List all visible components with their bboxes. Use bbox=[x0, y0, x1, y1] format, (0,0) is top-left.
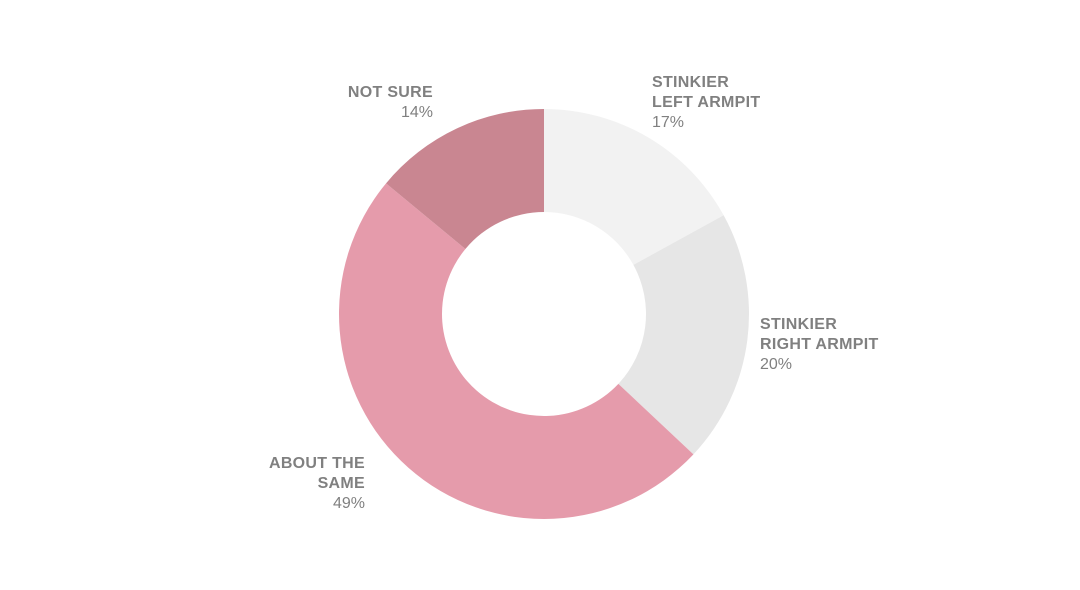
label-percent: 14% bbox=[400, 104, 433, 121]
label-category: NOT SURE bbox=[347, 84, 433, 101]
label-percent: 17% bbox=[652, 114, 685, 131]
pie-slice-stinkier-right-armpit bbox=[618, 215, 750, 455]
label-category: LEFT ARMPIT bbox=[652, 94, 761, 111]
label-about-the-same: ABOUT THE SAME 49% bbox=[269, 454, 365, 514]
pie-slice-stinkier-left-armpit bbox=[544, 109, 724, 265]
label-category: ABOUT THE bbox=[268, 455, 365, 472]
label-not-sure: NOT SURE 14% bbox=[348, 83, 433, 123]
pie-slice-about-the-same bbox=[338, 183, 694, 520]
label-stinkier-left-armpit: STINKIER LEFT ARMPIT 17% bbox=[652, 73, 760, 133]
label-percent: 49% bbox=[332, 495, 365, 512]
pie-slice-not-sure bbox=[386, 109, 544, 249]
label-stinkier-right-armpit: STINKIER RIGHT ARMPIT 20% bbox=[760, 315, 879, 375]
label-category: SAME bbox=[317, 475, 365, 492]
label-category: RIGHT ARMPIT bbox=[760, 336, 879, 353]
label-category: STINKIER bbox=[652, 74, 730, 91]
label-category: STINKIER bbox=[760, 316, 838, 333]
label-percent: 20% bbox=[760, 356, 793, 373]
